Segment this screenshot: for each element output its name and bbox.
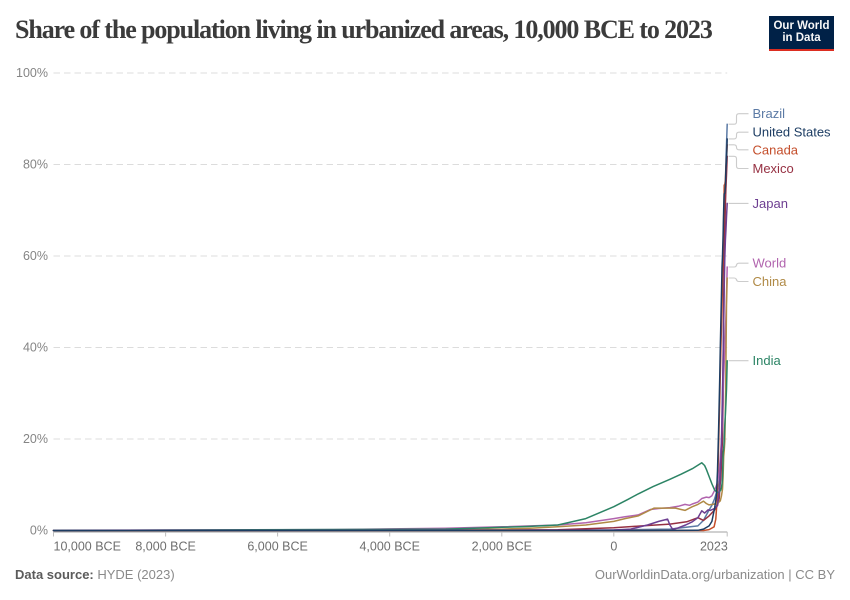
svg-text:40%: 40% bbox=[23, 341, 48, 355]
svg-text:Brazil: Brazil bbox=[753, 106, 786, 121]
svg-text:0%: 0% bbox=[30, 524, 48, 538]
svg-text:4,000 BCE: 4,000 BCE bbox=[359, 540, 419, 554]
svg-text:20%: 20% bbox=[23, 432, 48, 446]
svg-text:China: China bbox=[753, 274, 788, 289]
svg-text:80%: 80% bbox=[23, 158, 48, 172]
svg-text:Mexico: Mexico bbox=[753, 161, 794, 176]
svg-text:2,000 BCE: 2,000 BCE bbox=[472, 540, 532, 554]
svg-text:Canada: Canada bbox=[753, 142, 799, 157]
svg-text:World: World bbox=[753, 256, 787, 271]
svg-text:60%: 60% bbox=[23, 249, 48, 263]
svg-text:8,000 BCE: 8,000 BCE bbox=[135, 540, 195, 554]
svg-text:0: 0 bbox=[610, 540, 617, 554]
svg-text:United States: United States bbox=[753, 125, 832, 140]
svg-text:10,000 BCE: 10,000 BCE bbox=[54, 540, 121, 554]
svg-text:100%: 100% bbox=[16, 66, 48, 80]
svg-text:2023: 2023 bbox=[700, 540, 728, 554]
svg-text:Japan: Japan bbox=[753, 196, 788, 211]
svg-text:India: India bbox=[753, 353, 782, 368]
svg-text:6,000 BCE: 6,000 BCE bbox=[247, 540, 307, 554]
